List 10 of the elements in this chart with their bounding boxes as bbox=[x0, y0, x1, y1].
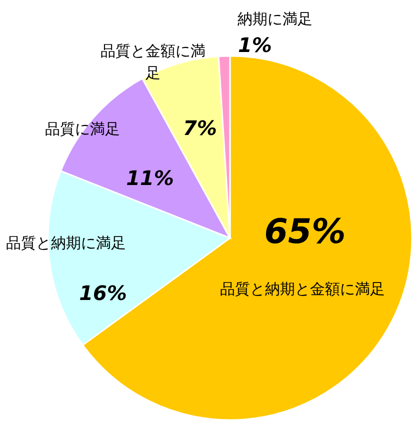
slice-label: 品質と納期に満足 bbox=[6, 233, 127, 254]
data-label: 11% bbox=[126, 166, 174, 190]
slice-label: 品質と金額に満足 bbox=[100, 41, 206, 84]
data-label: 7% bbox=[183, 116, 217, 140]
slice-label: 納期に満足 bbox=[236, 9, 314, 30]
data-label: 1% bbox=[238, 33, 272, 57]
slice-label: 品質に満足 bbox=[45, 119, 121, 140]
data-label: 65% bbox=[264, 212, 346, 252]
slice-label: 品質と納期と金額に満足 bbox=[219, 279, 385, 300]
data-label: 16% bbox=[79, 281, 127, 305]
